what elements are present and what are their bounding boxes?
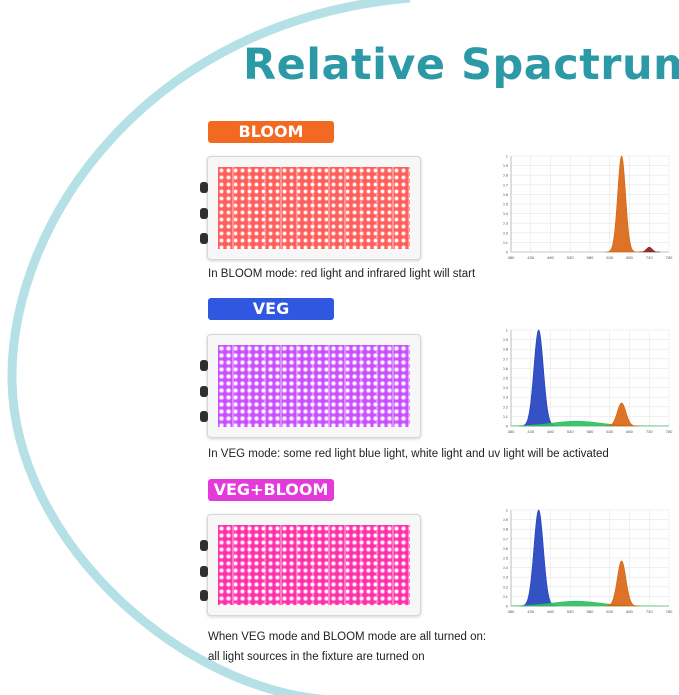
panel-knob (200, 411, 208, 422)
x-tick-label: 580 (587, 609, 594, 614)
x-tick-label: 730 (646, 609, 653, 614)
panel-knob (200, 540, 208, 551)
x-tick-label: 730 (646, 255, 653, 260)
y-tick-label: 0.6 (503, 192, 509, 197)
y-tick-label: 0.4 (503, 565, 509, 570)
y-tick-label: 1 (506, 154, 509, 159)
spectrum-peak (510, 600, 669, 607)
x-tick-label: 780 (666, 609, 673, 614)
caption-line: When VEG mode and BLOOM mode are all tur… (208, 631, 487, 643)
veg-bloom-caption: When VEG mode and BLOOM mode are all tur… (208, 627, 486, 667)
x-tick-label: 430 (527, 429, 534, 434)
x-tick-label: 780 (666, 429, 673, 434)
panel-knob (200, 566, 208, 577)
x-tick-label: 480 (547, 429, 554, 434)
y-tick-label: 0.6 (503, 366, 509, 371)
y-tick-label: 0.3 (503, 221, 509, 226)
y-tick-label: 0.1 (503, 594, 509, 599)
y-tick-label: 0.2 (503, 404, 509, 409)
y-tick-label: 0.6 (503, 546, 509, 551)
caption-line: all light sources in the fixture are tur… (208, 651, 425, 663)
y-tick-label: 0.8 (503, 173, 509, 178)
bloom-badge-label: BLOOM (238, 122, 304, 141)
y-tick-label: 0.1 (503, 414, 509, 419)
veg-badge: VEG (208, 298, 334, 320)
y-tick-label: 0.5 (503, 202, 509, 207)
veg-bloom-badge: VEG+BLOOM (208, 479, 334, 501)
y-tick-label: 0.8 (503, 527, 509, 532)
y-tick-label: 1 (506, 508, 509, 513)
y-tick-label: 0.2 (503, 230, 509, 235)
x-tick-label: 580 (587, 429, 594, 434)
panel-knob (200, 233, 208, 244)
y-tick-label: 0.4 (503, 211, 509, 216)
y-tick-label: 0.1 (503, 240, 509, 245)
y-tick-label: 0 (506, 424, 509, 429)
y-tick-label: 0.9 (503, 517, 509, 522)
panel-knob (200, 386, 208, 397)
veg-light-panel (207, 334, 421, 438)
y-tick-label: 0.9 (503, 337, 509, 342)
y-tick-label: 0.8 (503, 347, 509, 352)
caption-line: In BLOOM mode: red light and infrared li… (208, 268, 476, 280)
x-tick-label: 380 (508, 609, 515, 614)
x-tick-label: 680 (626, 609, 633, 614)
y-tick-label: 0.2 (503, 584, 509, 589)
x-tick-label: 630 (606, 429, 613, 434)
x-tick-label: 480 (547, 255, 554, 260)
panel-knob (200, 590, 208, 601)
veg-badge-label: VEG (252, 299, 290, 318)
y-tick-label: 1 (506, 328, 509, 333)
veg-spectrum-chart: 0 0.1 0.2 0.3 0.4 0.5 0.6 0.7 0.8 0.9 1 380 430 480 53… (503, 328, 673, 435)
y-tick-label: 0.3 (503, 575, 509, 580)
x-tick-label: 530 (567, 429, 574, 434)
y-tick-label: 0.3 (503, 395, 509, 400)
x-tick-label: 530 (567, 609, 574, 614)
y-tick-label: 0.7 (503, 356, 509, 361)
y-tick-label: 0.4 (503, 385, 509, 390)
bloom-badge: BLOOM (208, 121, 334, 143)
panel-knob (200, 208, 208, 219)
panel-knob (200, 182, 208, 193)
x-tick-label: 780 (666, 255, 673, 260)
y-tick-label: 0 (506, 604, 509, 609)
bloom-spectrum-chart: 0 0.1 0.2 0.3 0.4 0.5 0.6 0.7 0.8 0.9 1 380 430 480 53… (503, 154, 673, 261)
veg-bloom-light-panel (207, 514, 421, 616)
x-tick-label: 480 (547, 609, 554, 614)
y-tick-label: 0.5 (503, 556, 509, 561)
y-tick-label: 0.9 (503, 163, 509, 168)
veg-bloom-spectrum-chart: 0 0.1 0.2 0.3 0.4 0.5 0.6 0.7 0.8 0.9 1 380 430 480 53… (503, 508, 673, 615)
x-tick-label: 380 (508, 429, 515, 434)
x-tick-label: 730 (646, 429, 653, 434)
x-tick-label: 580 (587, 255, 594, 260)
caption-line: In VEG mode: some red light blue light, … (208, 448, 609, 460)
bloom-led-array (218, 167, 410, 249)
veg-bloom-led-array (218, 525, 410, 605)
y-tick-label: 0.5 (503, 376, 509, 381)
y-tick-label: 0.7 (503, 182, 509, 187)
veg-led-array (218, 345, 410, 427)
x-tick-label: 430 (527, 255, 534, 260)
page-title: Relative Spactrum (243, 40, 679, 90)
spectrum-peak (605, 155, 638, 253)
y-tick-label: 0 (506, 250, 509, 255)
x-tick-label: 680 (626, 255, 633, 260)
x-tick-label: 680 (626, 429, 633, 434)
spectrum-peak (638, 246, 661, 253)
bloom-caption: In BLOOM mode: red light and infrared li… (208, 268, 475, 280)
x-tick-label: 380 (508, 255, 515, 260)
spectrum-peak (510, 420, 669, 427)
veg-caption: In VEG mode: some red light blue light, … (208, 448, 609, 460)
spectrum-peak (603, 402, 640, 427)
x-tick-label: 430 (527, 609, 534, 614)
bloom-light-panel (207, 156, 421, 260)
x-tick-label: 630 (606, 609, 613, 614)
x-tick-label: 630 (606, 255, 613, 260)
y-tick-label: 0.7 (503, 536, 509, 541)
x-tick-label: 530 (567, 255, 574, 260)
spectrum-peak (603, 560, 640, 607)
veg-bloom-badge-label: VEG+BLOOM (213, 480, 329, 499)
panel-knob (200, 360, 208, 371)
